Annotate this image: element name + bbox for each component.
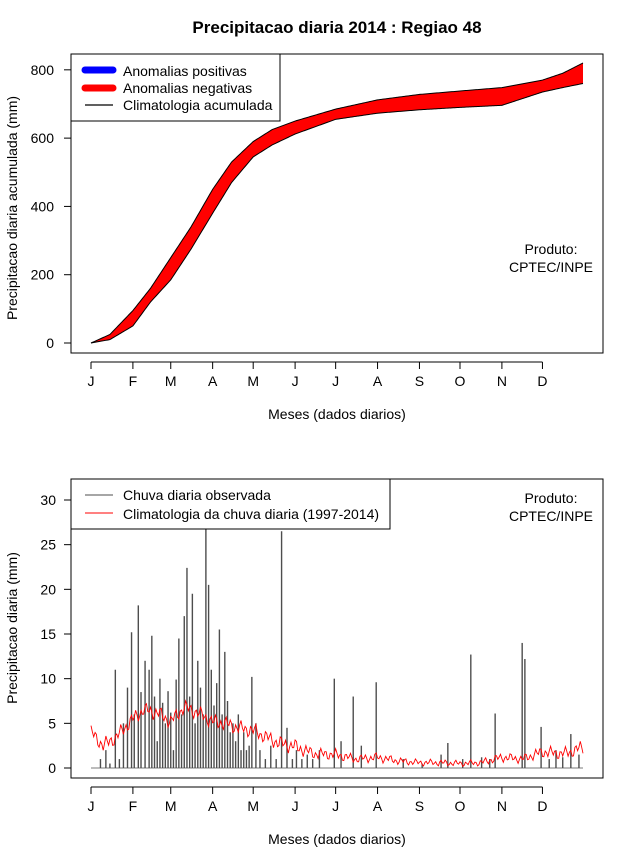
x-tick-label: J bbox=[88, 798, 95, 814]
cumulative-y-axis-label: Precipitacao diaria acumulada (mm) bbox=[4, 96, 20, 320]
x-tick-label: M bbox=[165, 798, 177, 814]
x-tick-label: D bbox=[537, 798, 547, 814]
legend-negative-label: Anomalias negativas bbox=[123, 80, 252, 96]
daily-credit-line-2: CPTEC/INPE bbox=[509, 508, 593, 524]
x-tick-label: S bbox=[415, 798, 424, 814]
credit-line-2: CPTEC/INPE bbox=[509, 259, 593, 275]
x-tick-label: N bbox=[497, 798, 507, 814]
cumulative-chart: 0 200 400 600 800 J F M A M J J A S O N D Precipitacao … bbox=[4, 53, 604, 422]
daily-bars-layer bbox=[91, 528, 583, 769]
chart-title: Precipitacao diaria 2014 : Regiao 48 bbox=[192, 18, 481, 37]
x-tick-label: F bbox=[129, 798, 138, 814]
x-tick-label: A bbox=[373, 798, 383, 814]
x-tick-label: O bbox=[455, 373, 466, 389]
legend-positive-label: Anomalias positivas bbox=[123, 63, 247, 79]
cumulative-plot-frame bbox=[70, 53, 604, 354]
x-tick-label: M bbox=[247, 798, 259, 814]
cumulative-y-axis: 0 200 400 600 800 bbox=[31, 62, 71, 351]
climatology-cumulative-line bbox=[90, 62, 584, 344]
y-tick-label: 600 bbox=[31, 130, 55, 146]
daily-x-axis-label: Meses (dados diarios) bbox=[268, 831, 406, 847]
credit-line-1: Produto: bbox=[525, 241, 578, 257]
y-tick-label: 0 bbox=[46, 335, 54, 351]
daily-credit-line-1: Produto: bbox=[525, 490, 578, 506]
y-tick-label: 25 bbox=[40, 537, 56, 553]
y-tick-label: 400 bbox=[31, 198, 55, 214]
legend-daily-climatology-label: Climatologia da chuva diaria (1997-2014) bbox=[123, 506, 379, 522]
y-tick-label: 5 bbox=[48, 715, 56, 731]
x-tick-label: N bbox=[497, 373, 507, 389]
cumulative-lines-layer bbox=[90, 62, 584, 344]
legend-climatology-label: Climatologia acumulada bbox=[123, 97, 273, 113]
daily-legend: Chuva diaria observada Climatologia da c… bbox=[70, 478, 391, 530]
y-tick-label: 800 bbox=[31, 62, 55, 78]
x-tick-label: M bbox=[165, 373, 177, 389]
daily-climatology-line bbox=[90, 699, 584, 768]
cumulative-x-axis-label: Meses (dados diarios) bbox=[268, 406, 406, 422]
daily-legend-box bbox=[70, 478, 391, 530]
x-tick-label: O bbox=[455, 798, 466, 814]
observed-cumulative-line bbox=[90, 82, 584, 344]
daily-y-axis: 0 5 10 15 20 25 30 bbox=[40, 492, 71, 776]
x-tick-label: J bbox=[332, 373, 339, 389]
x-tick-label: F bbox=[129, 373, 138, 389]
x-tick-label: J bbox=[292, 798, 299, 814]
y-tick-label: 10 bbox=[40, 671, 56, 687]
x-tick-label: J bbox=[332, 798, 339, 814]
x-tick-label: J bbox=[88, 373, 95, 389]
y-tick-label: 15 bbox=[40, 626, 56, 642]
daily-y-axis-label: Precipitacao diaria (mm) bbox=[4, 552, 20, 704]
x-tick-label: A bbox=[373, 373, 383, 389]
y-tick-label: 200 bbox=[31, 267, 55, 283]
cumulative-legend: Anomalias positivas Anomalias negativas … bbox=[70, 53, 281, 122]
y-tick-label: 20 bbox=[40, 581, 56, 597]
y-tick-label: 30 bbox=[40, 492, 56, 508]
y-tick-label: 0 bbox=[48, 760, 56, 776]
legend-observed-label: Chuva diaria observada bbox=[123, 487, 271, 503]
daily-chart: 0 5 10 15 20 25 30 J F M A M J J A S O N D Precipitacao d… bbox=[4, 478, 604, 847]
x-tick-label: M bbox=[247, 373, 259, 389]
x-tick-label: A bbox=[208, 798, 218, 814]
x-tick-label: D bbox=[537, 373, 547, 389]
x-tick-label: S bbox=[415, 373, 424, 389]
daily-climatology-layer bbox=[90, 699, 584, 768]
x-tick-label: J bbox=[292, 373, 299, 389]
x-tick-label: A bbox=[208, 373, 218, 389]
